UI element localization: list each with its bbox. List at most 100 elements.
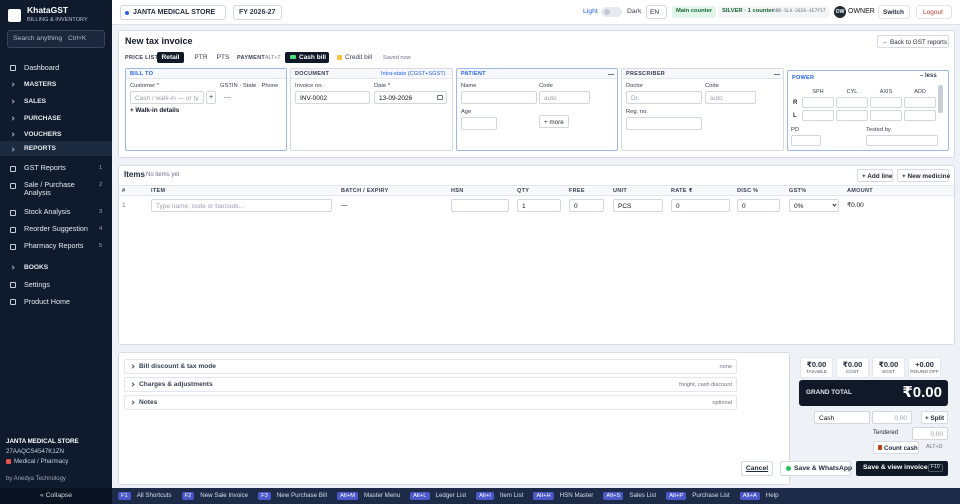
whatsapp-button[interactable]: Save & WhatsApp	[780, 461, 852, 476]
credit-bill-tab[interactable]: Credit bill	[334, 52, 377, 63]
shortcut-key[interactable]: F2	[181, 491, 195, 501]
back-button[interactable]: ← Back to GST reports	[877, 35, 949, 48]
payment-amount[interactable]: 0.00	[872, 411, 912, 424]
column-header: ITEM	[151, 188, 166, 194]
cancel-button[interactable]: Cancel	[741, 461, 773, 476]
shortcut-label[interactable]: Ledger List	[435, 492, 467, 500]
shortcut-label[interactable]: Help	[765, 492, 779, 500]
nav-subitem[interactable]: Reorder Suggestion	[24, 224, 88, 233]
shortcut-key[interactable]: F1	[118, 491, 131, 501]
shortcut-key[interactable]: F3	[258, 491, 271, 501]
nav-subitem[interactable]: GST Reports	[24, 163, 66, 172]
tested-input[interactable]	[866, 135, 938, 146]
payment-mode-select[interactable]: Cash	[814, 411, 870, 424]
cell-input[interactable]: PCS	[613, 199, 663, 212]
power-input[interactable]	[836, 97, 868, 108]
pd-input[interactable]	[791, 135, 821, 146]
reg-input[interactable]	[626, 117, 702, 130]
nav-subitem[interactable]: Stock Analysis	[24, 207, 71, 216]
power-input[interactable]	[904, 97, 936, 108]
shortcut-key[interactable]: Alt+L	[410, 491, 430, 501]
nav-item[interactable]: SALES	[24, 98, 46, 105]
cell-input[interactable]: Type name, code or barcode...	[151, 199, 332, 212]
power-input[interactable]	[904, 110, 936, 121]
store-selector[interactable]: JANTA MEDICAL STORE	[120, 5, 226, 20]
column-header: RATE ₹	[671, 188, 693, 194]
section-chevron	[130, 364, 135, 369]
nav-item[interactable]: Product Home	[24, 297, 70, 306]
power-input[interactable]	[870, 97, 902, 108]
invoice-no-input[interactable]: INV-0002	[295, 91, 370, 104]
shortcut-key[interactable]: Alt+A	[739, 491, 760, 501]
split-button[interactable]: + Split	[921, 411, 948, 424]
name-input[interactable]	[461, 91, 537, 104]
add-line-button[interactable]: + Add line	[857, 169, 893, 182]
collapsible-section[interactable]: Charges & adjustments freight, cash disco…	[124, 377, 737, 392]
save-button[interactable]: Save & view invoice F10	[856, 461, 948, 476]
date-input[interactable]: 13-09-2026	[374, 91, 447, 104]
nav-subitem[interactable]: Pharmacy Reports	[24, 241, 84, 250]
nav-item[interactable]: MASTERS	[24, 81, 57, 88]
lang-select[interactable]: EN	[646, 5, 667, 19]
counter-badge: Main counter	[672, 6, 717, 18]
logout-button[interactable]: Logout	[916, 5, 952, 19]
shortcut-label[interactable]: All Shortcuts	[136, 492, 172, 500]
price-list-tab[interactable]: PTS	[216, 54, 230, 61]
add-customer[interactable]: +	[206, 91, 216, 104]
cell-input[interactable]	[451, 199, 509, 212]
cell-input[interactable]: 0	[737, 199, 780, 212]
shortcut-label[interactable]: New Purchase Bill	[276, 492, 328, 500]
age-input[interactable]	[461, 117, 497, 130]
theme-dark[interactable]: Dark	[627, 8, 642, 15]
power-input[interactable]	[836, 110, 868, 121]
shortcut-label[interactable]: Item List	[499, 492, 524, 500]
price-list-tab[interactable]: PTR	[194, 54, 208, 61]
shortcut-label[interactable]: HSN Master	[559, 492, 594, 500]
column-header: HSN	[451, 188, 464, 194]
shortcut-label[interactable]: Master Menu	[364, 492, 401, 500]
nav-item[interactable]: VOUCHERS	[24, 131, 62, 138]
nav-item[interactable]: REPORTS	[24, 145, 56, 152]
power-input[interactable]	[870, 110, 902, 121]
field-label: Date *	[374, 83, 391, 89]
code-input[interactable]: auto	[539, 91, 590, 104]
nav-item[interactable]: Settings	[24, 280, 50, 289]
cell-input[interactable]: 0	[671, 199, 730, 212]
shortcut-label[interactable]: Sales List	[629, 492, 657, 500]
count-cash-button[interactable]: Count cash	[873, 441, 919, 454]
gst-select[interactable]: 0%	[789, 199, 839, 212]
tendered-input[interactable]: 0.00	[912, 427, 948, 440]
price-list-tab[interactable]: Retail	[157, 52, 184, 63]
customer-input[interactable]: Cash / walk-in — or ty	[130, 91, 204, 104]
shortcut-key[interactable]: Alt+S	[603, 491, 624, 501]
collapsible-section[interactable]: Notes optional	[124, 395, 737, 410]
walk-in-button[interactable]: + Walk-in details	[130, 107, 180, 114]
shortcut-key[interactable]: Alt+I	[476, 491, 494, 501]
nav-item[interactable]: PURCHASE	[24, 115, 62, 122]
new-medicine-button[interactable]: + New medicine	[897, 169, 950, 182]
theme-toggle[interactable]	[601, 7, 622, 17]
shortcut-key[interactable]: Alt+M	[337, 491, 359, 501]
shortcut-label[interactable]: Purchase List	[692, 492, 730, 500]
fy-selector[interactable]: FY 2026-27	[233, 5, 282, 20]
doctor-input[interactable]: Dr.	[626, 91, 702, 104]
less-button[interactable]: – less	[920, 73, 937, 79]
cash-bill-tab[interactable]: Cash bill	[285, 52, 329, 63]
nav-subitem[interactable]: Sale / Purchase Analysis	[24, 180, 75, 198]
power-input[interactable]	[802, 97, 834, 108]
search-box[interactable]: Search anything Ctrl+K	[7, 30, 105, 48]
nav-item[interactable]: Dashboard	[24, 63, 60, 72]
collapsible-section[interactable]: Bill discount & tax mode none	[124, 359, 737, 374]
collapse-bar[interactable]: « Collapse	[0, 488, 112, 504]
switch-button[interactable]: Switch	[878, 5, 910, 19]
more-button[interactable]: + more	[539, 115, 569, 128]
cell-input[interactable]: 0	[569, 199, 604, 212]
nav-item[interactable]: BOOKS	[24, 264, 49, 271]
shortcut-label[interactable]: New Sale Invoice	[200, 492, 249, 500]
power-input[interactable]	[802, 110, 834, 121]
code-input[interactable]: auto	[705, 91, 756, 104]
theme-light[interactable]: Light	[583, 8, 598, 15]
shortcut-key[interactable]: Alt+P	[666, 491, 687, 501]
shortcut-key[interactable]: Alt+H	[533, 491, 554, 501]
cell-input[interactable]: 1	[517, 199, 561, 212]
